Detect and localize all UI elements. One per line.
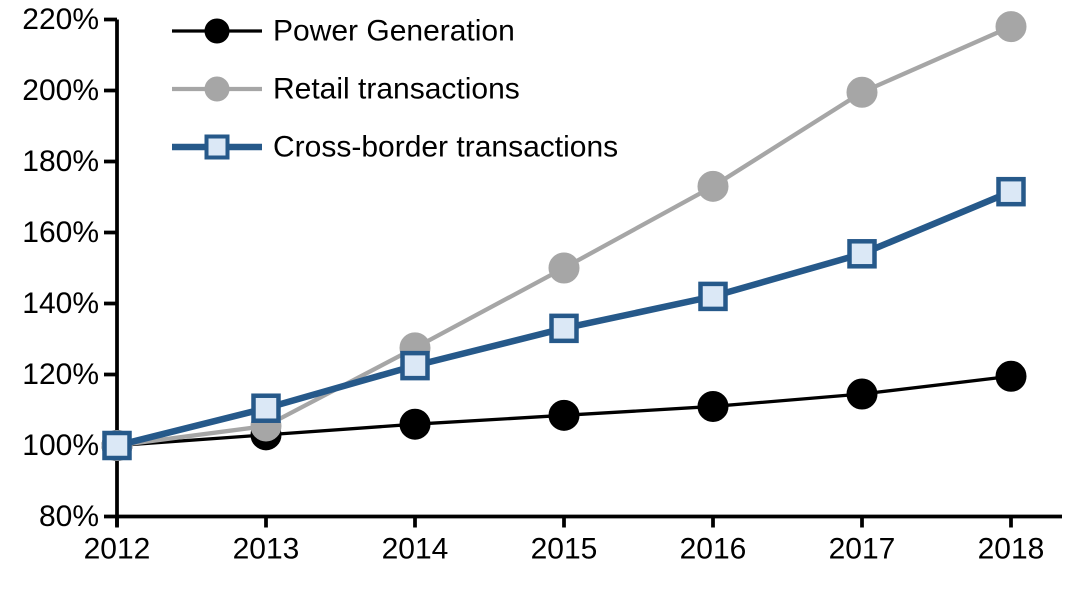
marker-retail-transactions	[995, 11, 1027, 43]
y-axis-tick-label: 100%	[22, 429, 99, 462]
legend-label-retail-transactions: Retail transactions	[273, 73, 520, 106]
marker-cross-border-transactions	[400, 350, 430, 381]
y-axis-tick-label: 120%	[22, 358, 99, 391]
marker-power-generation	[548, 399, 580, 431]
y-axis-tick-label: 180%	[22, 145, 99, 178]
y-axis-tick-label: 160%	[22, 216, 99, 249]
marker-retail-transactions	[548, 252, 580, 284]
y-axis-tick-label: 80%	[39, 500, 99, 533]
x-axis-tick-label: 2014	[382, 533, 449, 566]
legend-marker-power-generation	[204, 18, 230, 44]
x-axis-tick-label: 2015	[531, 533, 598, 566]
marker-cross-border-transactions	[996, 176, 1026, 207]
y-axis-tick-label: 200%	[22, 74, 99, 107]
marker-cross-border-transactions	[102, 430, 132, 461]
marker-retail-transactions	[846, 76, 878, 108]
marker-cross-border-transactions	[251, 393, 281, 423]
x-axis-tick-label: 2016	[680, 533, 747, 566]
marker-cross-border-transactions	[847, 239, 877, 269]
legend-label-cross-border-transactions: Cross-border transactions	[273, 131, 618, 164]
marker-cross-border-transactions	[698, 281, 728, 312]
marker-power-generation	[995, 360, 1027, 392]
marker-power-generation	[399, 408, 431, 440]
x-axis-tick-label: 2012	[84, 533, 151, 566]
marker-cross-border-transactions	[549, 313, 579, 344]
legend-marker-cross-border-transactions	[204, 134, 230, 160]
x-axis-tick-label: 2018	[978, 533, 1045, 566]
marker-retail-transactions	[697, 170, 729, 202]
legend-marker-retail-transactions	[204, 76, 230, 102]
marker-power-generation	[697, 390, 729, 422]
x-axis-tick-label: 2013	[233, 533, 300, 566]
y-axis-tick-label: 140%	[22, 287, 99, 320]
legend-label-power-generation: Power Generation	[273, 15, 515, 48]
marker-power-generation	[846, 378, 878, 410]
x-axis-tick-label: 2017	[829, 533, 896, 566]
y-axis-tick-label: 220%	[22, 3, 99, 36]
